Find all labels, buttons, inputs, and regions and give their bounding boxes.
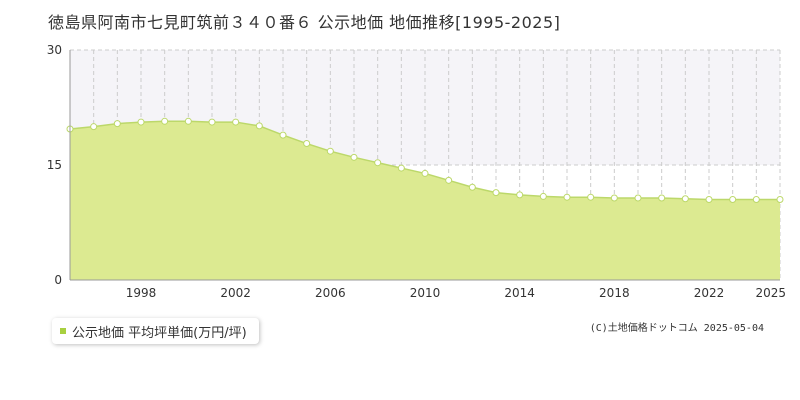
axes (69, 50, 780, 281)
data-point (303, 140, 311, 148)
x-tick-label: 2022 (694, 286, 725, 300)
data-point (587, 193, 595, 201)
series-area (70, 121, 780, 280)
data-point (563, 193, 571, 201)
data-point (421, 169, 429, 177)
x-tick-label: 2025 (755, 286, 786, 300)
y-tick-label: 0 (54, 273, 62, 287)
x-tick-label: 2014 (504, 286, 535, 300)
data-point (492, 189, 500, 197)
data-point (397, 164, 405, 172)
data-point (539, 192, 547, 200)
legend: 公示地価 平均坪単価(万円/坪) (52, 318, 259, 344)
data-point (326, 147, 334, 155)
legend-swatch (60, 328, 66, 334)
data-point (90, 123, 98, 131)
data-point (658, 194, 666, 202)
x-tick-label: 1998 (126, 286, 157, 300)
x-tick-label: 2002 (220, 286, 251, 300)
data-point (161, 117, 169, 125)
data-point (752, 196, 760, 203)
data-point (445, 176, 453, 184)
chart: 0 15 30 1998 2002 2006 2010 2014 2018 2022 2025 (47, 43, 786, 300)
data-point (255, 122, 263, 130)
series-layer (66, 117, 784, 280)
data-point (729, 196, 737, 203)
x-tick-label: 2018 (599, 286, 630, 300)
data-point (137, 118, 145, 126)
legend-label: 公示地価 平均坪単価(万円/坪) (72, 325, 247, 341)
data-point (705, 196, 713, 203)
data-point (681, 195, 689, 203)
data-point (184, 117, 192, 125)
data-point (279, 131, 287, 139)
x-axis-ticks: 1998 2002 2006 2010 2014 2018 2022 2025 (126, 286, 786, 300)
credit-text: (C)土地価格ドットコム 2025-05-04 (589, 323, 764, 334)
y-axis-ticks: 0 15 30 (47, 43, 62, 287)
x-tick-label: 2006 (315, 286, 346, 300)
data-point (516, 191, 524, 199)
data-point (232, 118, 240, 126)
data-point (113, 120, 121, 128)
data-point (776, 196, 784, 203)
y-tick-label: 15 (47, 158, 62, 172)
data-point (350, 153, 358, 161)
data-point (374, 159, 382, 167)
data-point (468, 183, 476, 191)
page-title: 徳島県阿南市七見町筑前３４０番６ 公示地価 地価推移[1995-2025] (48, 13, 561, 32)
data-point (634, 194, 642, 202)
data-point (208, 118, 216, 126)
x-tick-label: 2010 (410, 286, 441, 300)
y-tick-label: 30 (47, 43, 62, 57)
data-point (610, 194, 618, 202)
